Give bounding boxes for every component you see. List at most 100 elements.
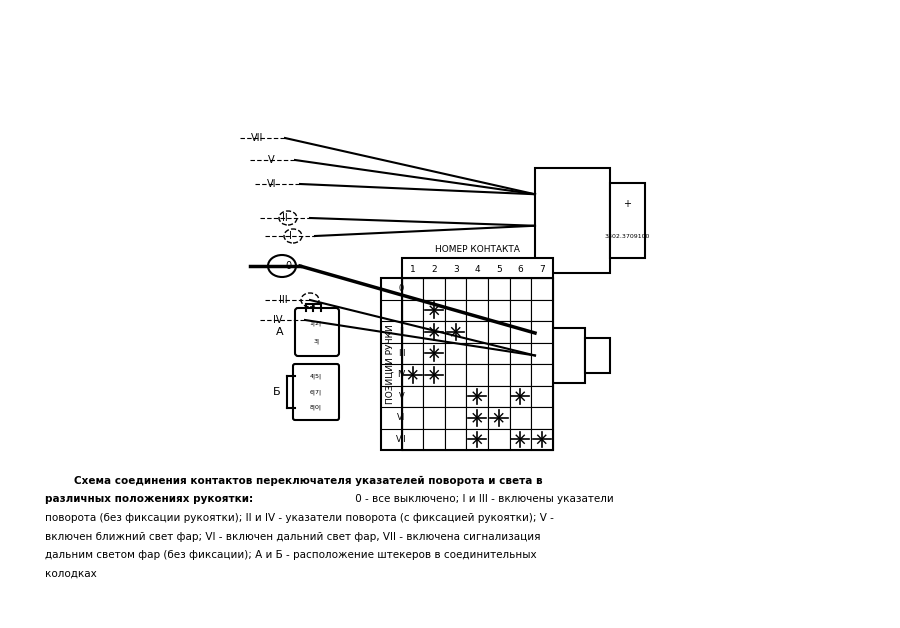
Bar	[488, 364, 509, 386]
Bar	[509, 386, 531, 407]
Bar	[531, 428, 553, 450]
Text: I: I	[400, 306, 402, 315]
Bar	[531, 364, 553, 386]
Text: 1|2|: 1|2|	[309, 320, 321, 325]
Text: VII: VII	[250, 133, 263, 143]
Bar	[488, 386, 509, 407]
Bar	[488, 278, 509, 300]
Bar	[466, 278, 488, 300]
Text: Б: Б	[274, 387, 281, 397]
Text: VII: VII	[396, 435, 407, 444]
Bar	[535, 328, 585, 383]
Bar	[402, 300, 424, 321]
Text: V: V	[268, 155, 275, 165]
Text: дальним светом фар (без фиксации); А и Б - расположение штекеров в соединительны: дальним светом фар (без фиксации); А и Б…	[45, 550, 536, 560]
Bar	[509, 407, 531, 428]
Text: колодках: колодках	[45, 568, 97, 578]
Bar	[488, 300, 509, 321]
Bar	[424, 278, 445, 300]
Bar	[531, 278, 553, 300]
Bar	[466, 321, 488, 342]
Text: 2: 2	[431, 266, 437, 274]
Text: VI: VI	[266, 179, 276, 189]
Bar	[531, 407, 553, 428]
Bar	[445, 407, 466, 428]
Text: 7: 7	[539, 266, 544, 274]
Bar	[402, 278, 553, 450]
Text: I: I	[289, 231, 292, 241]
Bar	[445, 321, 466, 342]
Bar	[445, 428, 466, 450]
Text: включен ближний свет фар; VI - включен дальний свет фар, VII - включена сигнализ: включен ближний свет фар; VI - включен д…	[45, 531, 541, 541]
Ellipse shape	[268, 255, 296, 277]
Text: +: +	[624, 199, 632, 209]
Text: 3: 3	[453, 266, 459, 274]
Text: II: II	[399, 327, 404, 336]
Bar	[488, 342, 509, 364]
Text: А: А	[276, 327, 284, 337]
Text: II: II	[283, 213, 288, 223]
Bar	[402, 278, 424, 300]
Bar	[445, 278, 466, 300]
Text: НОМЕР КОНТАКТА: НОМЕР КОНТАКТА	[435, 246, 519, 254]
Text: IV: IV	[398, 371, 406, 379]
Text: 0 - все выключено; I и III - включены указатели: 0 - все выключено; I и III - включены ук…	[352, 494, 614, 504]
Bar	[509, 300, 531, 321]
Bar	[509, 342, 531, 364]
Ellipse shape	[296, 313, 314, 327]
Bar	[585, 338, 610, 373]
Text: III: III	[279, 295, 288, 305]
Text: 4: 4	[474, 266, 480, 274]
Bar	[488, 428, 509, 450]
Text: 0: 0	[399, 284, 404, 293]
Bar	[488, 321, 509, 342]
Bar	[424, 428, 445, 450]
FancyBboxPatch shape	[295, 308, 339, 356]
Bar	[466, 364, 488, 386]
Bar	[488, 407, 509, 428]
Text: VI: VI	[398, 413, 406, 422]
Text: 5: 5	[496, 266, 501, 274]
Ellipse shape	[279, 211, 297, 225]
Bar	[531, 300, 553, 321]
Bar	[424, 300, 445, 321]
Text: 8|0|: 8|0|	[310, 405, 322, 410]
Bar	[466, 386, 488, 407]
Bar	[402, 321, 424, 342]
Bar	[466, 407, 488, 428]
Bar	[402, 407, 424, 428]
Text: ПОЗИЦИИ РУЧКИ: ПОЗИЦИИ РУЧКИ	[385, 324, 394, 404]
Text: IV: IV	[274, 315, 283, 325]
Text: различных положениях рукоятки:: различных положениях рукоятки:	[45, 494, 253, 504]
Bar	[402, 258, 553, 278]
Bar	[509, 321, 531, 342]
Text: III: III	[398, 349, 405, 358]
Bar	[424, 342, 445, 364]
Bar	[445, 386, 466, 407]
Bar	[531, 321, 553, 342]
Bar	[466, 300, 488, 321]
Bar	[402, 386, 424, 407]
Bar	[531, 386, 553, 407]
Bar	[445, 342, 466, 364]
Bar	[610, 183, 645, 258]
Bar	[424, 364, 445, 386]
FancyBboxPatch shape	[293, 364, 339, 420]
Bar	[509, 278, 531, 300]
Text: 3|: 3|	[314, 338, 320, 344]
Bar	[424, 321, 445, 342]
Text: 1: 1	[410, 266, 416, 274]
Text: 3302.3709100: 3302.3709100	[605, 234, 650, 239]
Bar	[402, 428, 424, 450]
Bar	[445, 300, 466, 321]
Text: V: V	[399, 392, 404, 401]
Bar	[381, 278, 402, 450]
Text: 6|7|: 6|7|	[310, 389, 322, 395]
Bar	[402, 342, 424, 364]
Text: 4|5|: 4|5|	[310, 374, 322, 379]
Text: 0: 0	[286, 261, 292, 271]
Bar	[424, 386, 445, 407]
Bar	[424, 407, 445, 428]
Bar	[466, 342, 488, 364]
Bar	[466, 428, 488, 450]
